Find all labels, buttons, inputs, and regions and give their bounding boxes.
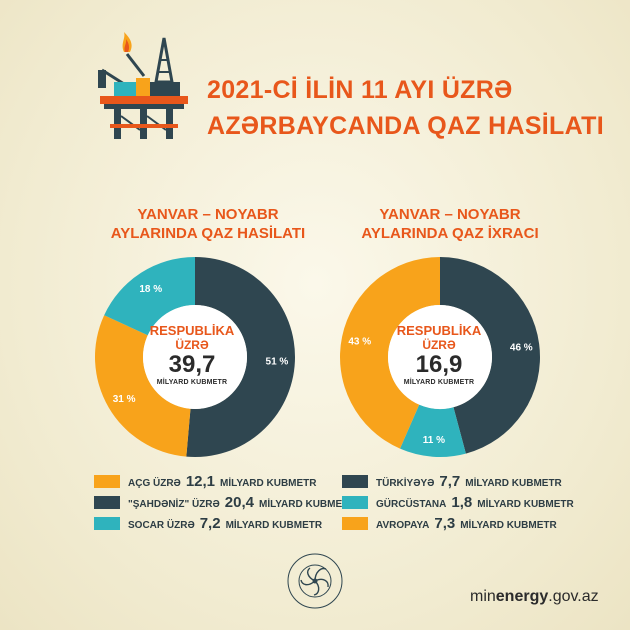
legend-value: 12,1 [185, 473, 216, 490]
legend-value: 7,7 [439, 473, 461, 490]
export-chart-heading: YANVAR – NOYABR AYLARINDA QAZ İXRACI [330, 205, 570, 243]
legend-swatch [342, 475, 368, 488]
legend-item-socar: SOCAR ÜZRƏ 7,2 MİLYARD KUBMETR [94, 515, 355, 532]
title-line-1: 2021-Cİ İLİN 11 AYI ÜZRƏ [207, 76, 513, 104]
export-legend: TÜRKİYƏYƏ 7,7 MİLYARD KUBMETR GÜRCÜSTANA 1,… [342, 473, 574, 536]
legend-label: GÜRCÜSTANA [376, 499, 447, 510]
legend-value: 7,3 [434, 515, 456, 532]
center-subtitle: ÜZRƏ [422, 338, 456, 352]
website-prefix: min [470, 588, 496, 605]
legend-text: AVROPAYA 7,3 MİLYARD KUBMETR [376, 515, 557, 532]
legend-label: "ŞAHDƏNİZ" ÜZRƏ [128, 499, 220, 510]
slice-percent-label: 46 % [510, 342, 533, 353]
legend-label: TÜRKİYƏYƏ [376, 478, 435, 489]
production-chart-heading: YANVAR – NOYABR AYLARINDA QAZ HASİLATI [88, 205, 328, 243]
website-link[interactable]: minenergy.gov.az [470, 588, 599, 606]
ministry-seal-icon [287, 553, 343, 609]
legend-text: "ŞAHDƏNİZ" ÜZRƏ 20,4 MİLYARD KUBMETR [128, 494, 355, 511]
legend-swatch [94, 517, 120, 530]
donut-slice [104, 257, 195, 336]
heading-line-1: YANVAR – NOYABR [379, 206, 521, 223]
center-unit: MİLYARD KUBMETR [156, 379, 228, 386]
website-bold: energy [495, 588, 549, 605]
legend-value: 1,8 [451, 494, 473, 511]
slice-percent-label: 31 % [113, 394, 136, 405]
donut-hole [143, 305, 247, 409]
center-unit: MİLYARD KUBMETR [403, 379, 475, 386]
donut-slice [95, 315, 191, 457]
slice-percent-label: 51 % [266, 357, 289, 368]
heading-line-1: YANVAR – NOYABR [137, 206, 279, 223]
legend-swatch [94, 475, 120, 488]
slice-percent-label: 11 % [423, 435, 445, 446]
legend-text: TÜRKİYƏYƏ 7,7 MİLYARD KUBMETR [376, 473, 562, 490]
legend-item-georgia: GÜRCÜSTANA 1,8 MİLYARD KUBMETR [342, 494, 574, 511]
center-value: 16,9 [415, 351, 463, 378]
legend-label: SOCAR ÜZRƏ [128, 520, 195, 531]
legend-item-shahdeniz: "ŞAHDƏNİZ" ÜZRƏ 20,4 MİLYARD KUBMETR [94, 494, 355, 511]
legend-text: SOCAR ÜZRƏ 7,2 MİLYARD KUBMETR [128, 515, 322, 532]
center-title: RESPUBLİKA [396, 323, 482, 338]
legend-text: GÜRCÜSTANA 1,8 MİLYARD KUBMETR [376, 494, 574, 511]
slice-percent-label: 18 % [139, 284, 162, 295]
legend-value: 20,4 [224, 494, 254, 511]
legend-label: AÇG ÜZRƏ [128, 478, 181, 489]
legend-item-turkey: TÜRKİYƏYƏ 7,7 MİLYARD KUBMETR [342, 473, 574, 490]
center-subtitle: ÜZRƏ [175, 338, 209, 352]
donut-slice [440, 257, 540, 454]
legend-swatch [342, 517, 368, 530]
legend-swatch [94, 496, 120, 509]
production-center-label: RESPUBLİKA ÜZRƏ 39,7 MİLYARD KUBMETR [132, 323, 252, 387]
legend-item-acg: AÇG ÜZRƏ 12,1 MİLYARD KUBMETR [94, 473, 355, 490]
legend-swatch [342, 496, 368, 509]
donut-hole [388, 305, 492, 409]
legend-label: AVROPAYA [376, 520, 430, 531]
legend-unit: MİLYARD KUBMETR [477, 499, 574, 510]
legend-unit: MİLYARD KUBMETR [220, 478, 317, 489]
heading-line-2: AYLARINDA QAZ İXRACI [361, 225, 539, 242]
slice-percent-label: 43 % [348, 336, 371, 347]
legend-value: 7,2 [199, 515, 221, 532]
website-suffix: .gov.az [548, 588, 599, 605]
legend-unit: MİLYARD KUBMETR [465, 478, 562, 489]
export-center-label: RESPUBLİKA ÜZRƏ 16,9 MİLYARD KUBMETR [379, 323, 499, 387]
center-title: RESPUBLİKA [149, 323, 235, 338]
title-line-2: AZƏRBAYCANDA QAZ HASİLATI [207, 112, 604, 140]
center-value: 39,7 [168, 351, 216, 378]
page-title: 2021-Cİ İLİN 11 AYI ÜZRƏ AZƏRBAYCANDA QA… [207, 72, 604, 144]
legend-unit: MİLYARD KUBMETR [460, 520, 557, 531]
legend-item-europe: AVROPAYA 7,3 MİLYARD KUBMETR [342, 515, 574, 532]
legend-unit: MİLYARD KUBMETR [225, 520, 323, 531]
legend-unit: MİLYARD KUBMETR [258, 499, 356, 510]
production-legend: AÇG ÜZRƏ 12,1 MİLYARD KUBMETR "ŞAHDƏNİZ" Ü… [94, 473, 355, 536]
donut-slice [400, 404, 466, 457]
donut-slice [186, 257, 296, 457]
donut-slice [340, 257, 440, 449]
oil-rig-icon [98, 32, 188, 139]
legend-text: AÇG ÜZRƏ 12,1 MİLYARD KUBMETR [128, 473, 317, 490]
heading-line-2: AYLARINDA QAZ HASİLATI [110, 225, 306, 242]
